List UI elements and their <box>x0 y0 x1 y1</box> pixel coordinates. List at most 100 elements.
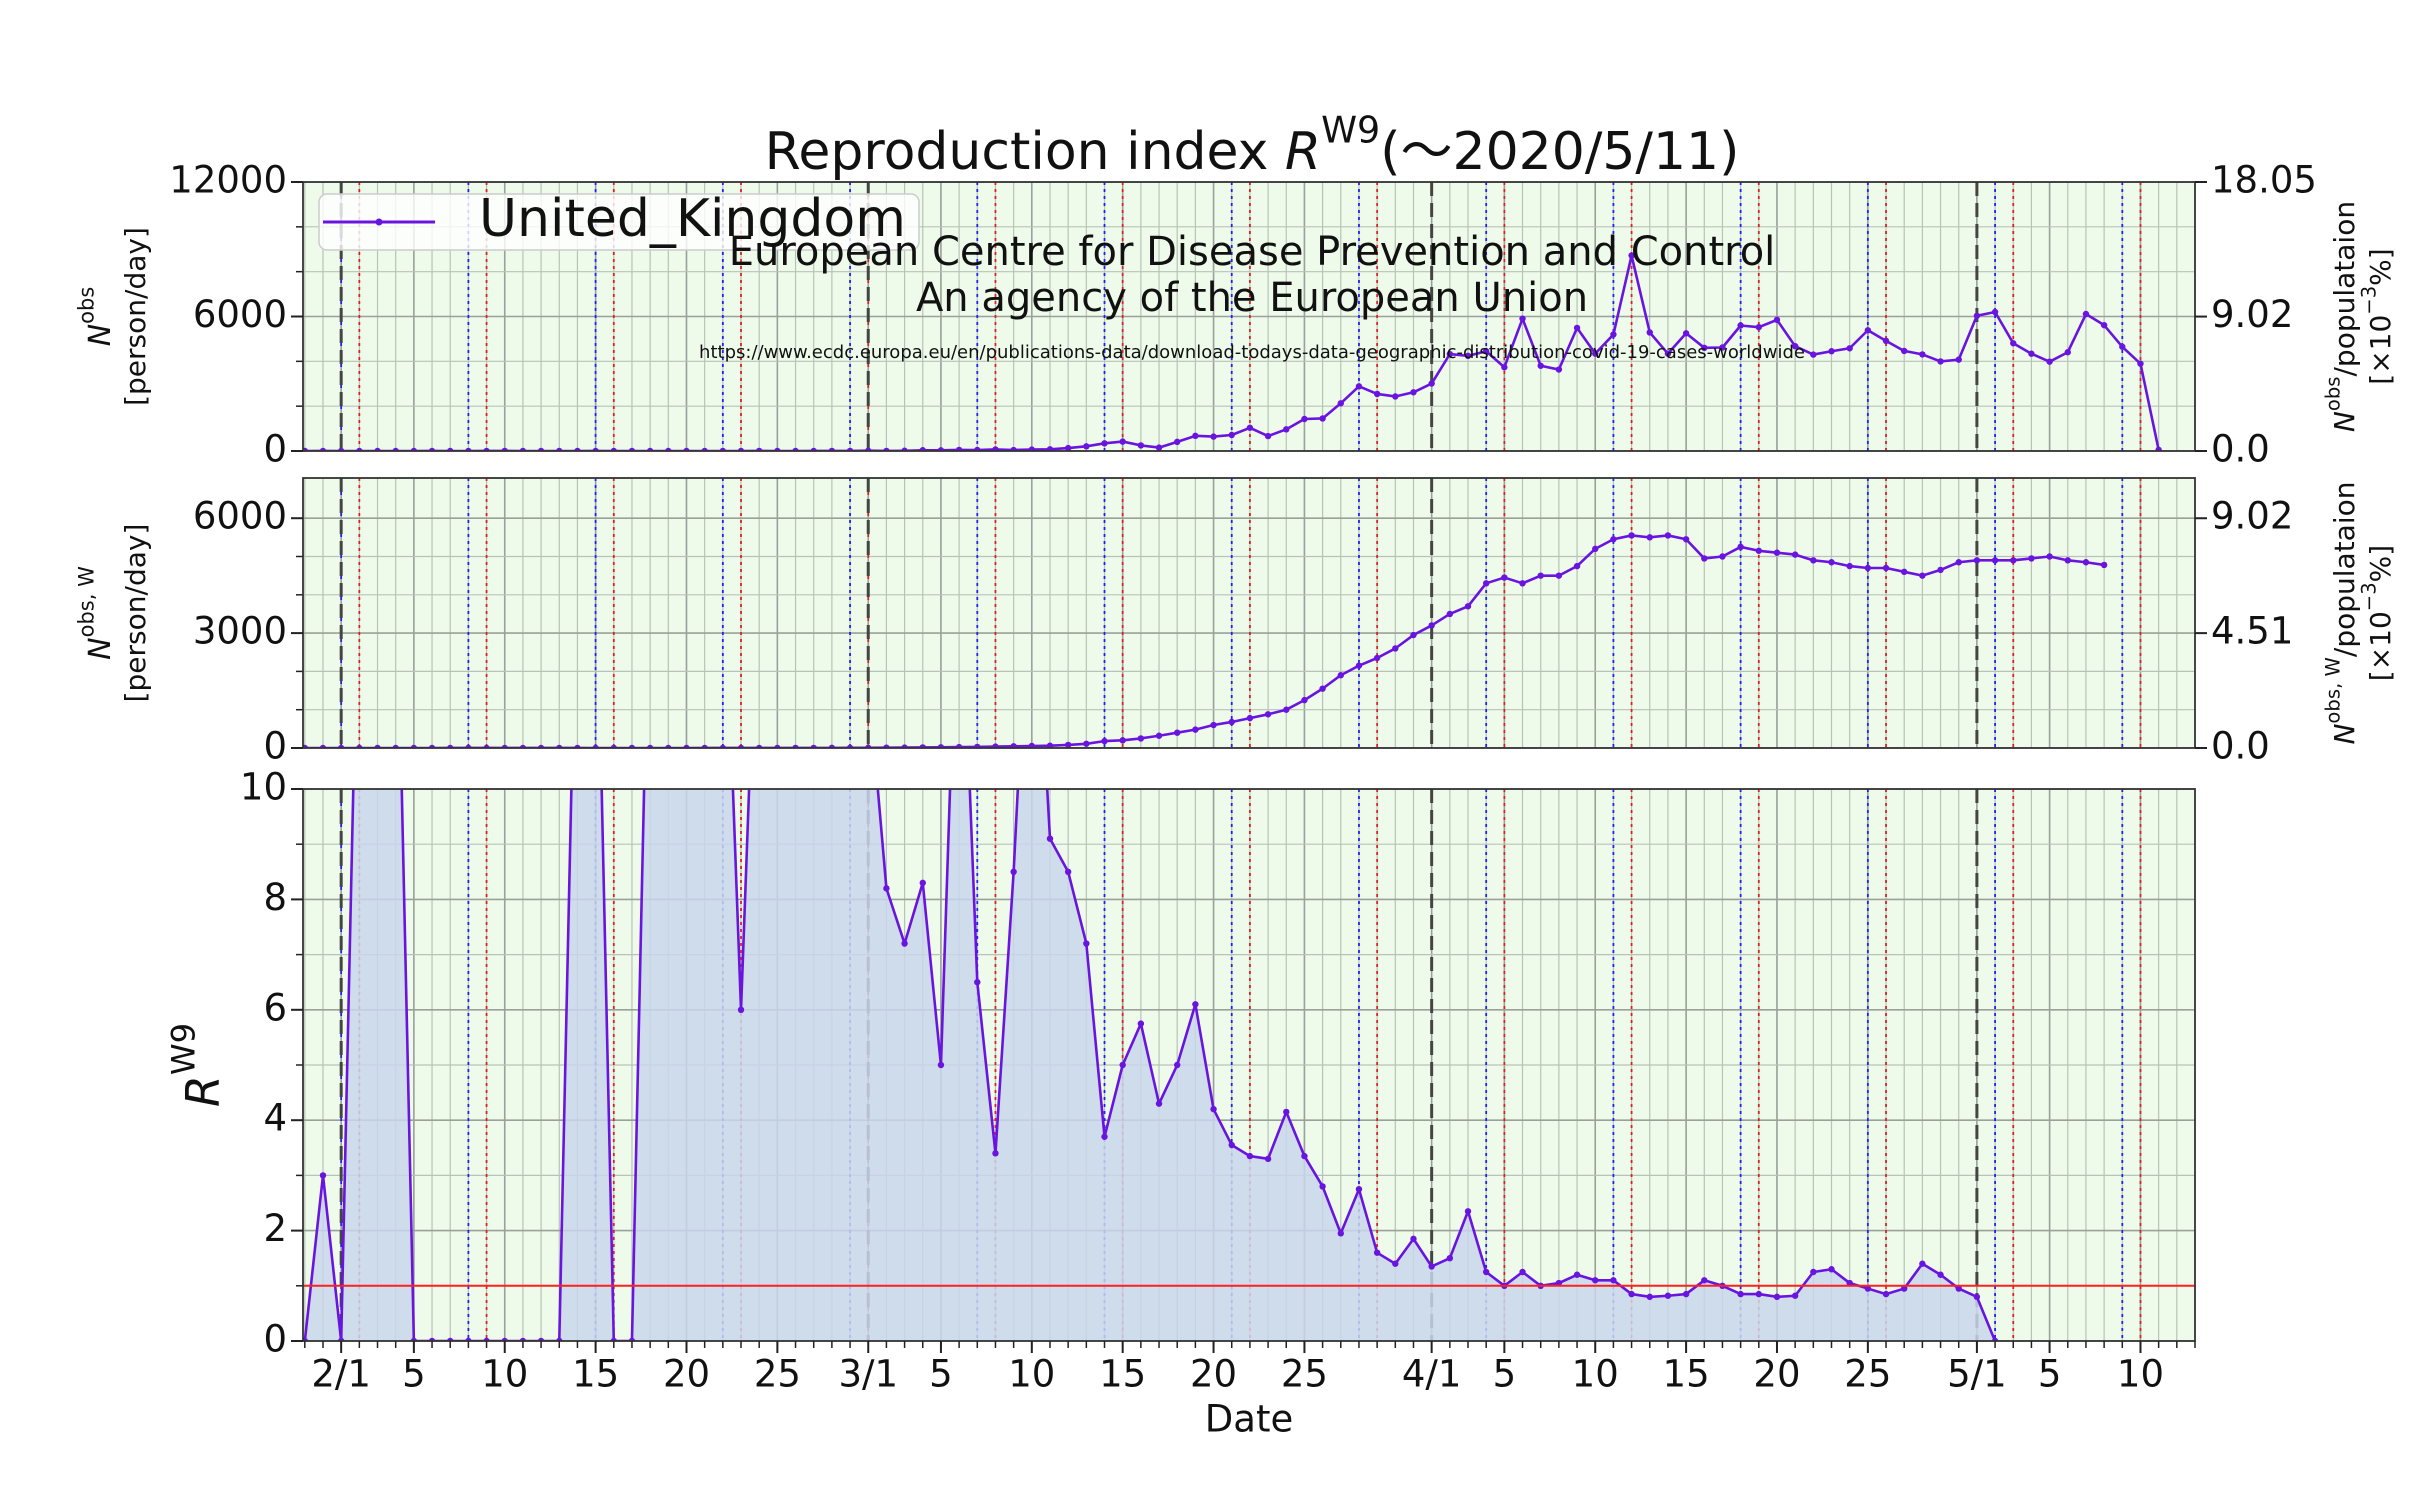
marker <box>1519 1268 1526 1276</box>
marker <box>2155 446 2162 451</box>
marker <box>1810 1268 1817 1276</box>
y2-tick-label: 0.0 <box>2211 725 2270 768</box>
marker <box>901 744 908 748</box>
marker <box>937 447 945 451</box>
marker <box>1864 564 1872 572</box>
marker <box>1864 1285 1872 1292</box>
marker <box>1155 732 1163 739</box>
marker <box>1137 1020 1145 1027</box>
x-tick-label: 5/1 <box>1947 1353 2007 1396</box>
x-tick-label: 20 <box>1190 1353 1237 1396</box>
y-axis-label-part: R <box>176 1075 230 1107</box>
marker <box>1410 631 1417 639</box>
marker <box>1592 350 1599 357</box>
y2-axis-unit-part: [×10 <box>2364 315 2397 385</box>
marker <box>319 1172 327 1179</box>
marker <box>1791 551 1799 558</box>
marker <box>1482 580 1490 587</box>
y2-axis-label-part: obs, W <box>2321 657 2344 723</box>
marker <box>2082 310 2090 318</box>
marker <box>1283 1108 1290 1116</box>
x-tick-label: 15 <box>572 1353 619 1396</box>
x-tick-label: 25 <box>1844 1353 1891 1396</box>
marker <box>1210 433 1217 440</box>
y2-axis-unit-part: [×10 <box>2364 611 2397 681</box>
y-axis-label-part: obs, W <box>75 566 99 637</box>
y-axis-label: Nobs, W <box>75 566 118 660</box>
x-tick-label: 2/1 <box>311 1353 371 1396</box>
marker <box>1210 1105 1217 1113</box>
marker <box>1028 446 1036 451</box>
marker <box>1155 444 1163 451</box>
marker <box>1283 706 1290 713</box>
y2-axis-label-part: N <box>2328 724 2361 745</box>
marker <box>2064 557 2071 564</box>
x-tick-label: 15 <box>1099 1353 1146 1396</box>
marker <box>1373 1249 1381 1256</box>
marker <box>883 885 890 892</box>
marker <box>1701 1277 1708 1284</box>
marker <box>901 940 908 947</box>
marker <box>1210 721 1217 729</box>
marker <box>1646 329 1653 336</box>
marker <box>1119 1061 1126 1069</box>
marker <box>2100 321 2108 329</box>
y2-axis-label-part: /populataion <box>2328 481 2361 657</box>
y2-axis-label: Nobs/populataion <box>2321 201 2361 432</box>
y-axis-label-part: N <box>83 637 118 659</box>
marker <box>2010 557 2017 564</box>
marker <box>1446 1255 1454 1262</box>
marker <box>992 446 999 451</box>
marker <box>1573 324 1581 332</box>
marker <box>737 1006 745 1013</box>
marker <box>937 1061 945 1069</box>
marker <box>937 744 945 748</box>
y-tick-label: 3000 <box>193 610 287 653</box>
marker <box>1174 438 1181 446</box>
x-tick-label: 10 <box>1572 1353 1619 1396</box>
chart-title-part: Reproduction index <box>765 122 1285 182</box>
marker <box>1610 536 1617 543</box>
marker <box>1773 549 1781 556</box>
x-tick-label: 4/1 <box>1402 1353 1462 1396</box>
marker <box>1682 330 1690 337</box>
x-tick-label: 10 <box>481 1353 528 1396</box>
marker <box>1919 1260 1926 1267</box>
y-axis-unit: [person/day] <box>119 524 152 703</box>
marker <box>1501 574 1508 581</box>
marker <box>1337 400 1344 407</box>
marker <box>992 743 999 748</box>
y2-tick-label: 9.02 <box>2211 495 2293 538</box>
x-tick-label: 5 <box>1493 1353 1517 1396</box>
marker <box>1537 572 1544 579</box>
line <box>303 789 1997 1341</box>
marker <box>1046 742 1054 748</box>
annotation: European Centre for Disease Prevention a… <box>729 229 1776 275</box>
marker <box>1428 622 1435 629</box>
marker <box>1228 718 1235 726</box>
marker <box>1083 940 1090 947</box>
marker <box>1537 362 1544 369</box>
y-axis-label-part: obs <box>75 287 99 324</box>
y-tick-label: 6 <box>263 986 287 1029</box>
marker <box>1246 424 1254 431</box>
marker <box>2046 358 2053 365</box>
marker <box>2010 340 2017 347</box>
marker <box>2046 553 2053 560</box>
marker <box>1373 654 1381 662</box>
marker <box>1955 1285 1962 1292</box>
marker <box>1228 1141 1235 1149</box>
chart-title-part: (～2020/5/11) <box>1380 122 1739 182</box>
marker <box>1901 1285 1908 1292</box>
marker <box>1010 868 1017 875</box>
marker <box>1919 572 1926 579</box>
marker <box>1446 610 1454 618</box>
marker <box>1628 1290 1635 1298</box>
marker <box>1828 348 1835 355</box>
y-tick-label: 6000 <box>193 293 287 336</box>
marker <box>1482 1268 1490 1276</box>
x-tick-label: 5 <box>929 1353 953 1396</box>
y-tick-label: 0 <box>263 725 287 768</box>
x-tick-label: 20 <box>1753 1353 1800 1396</box>
marker <box>1410 1235 1417 1243</box>
